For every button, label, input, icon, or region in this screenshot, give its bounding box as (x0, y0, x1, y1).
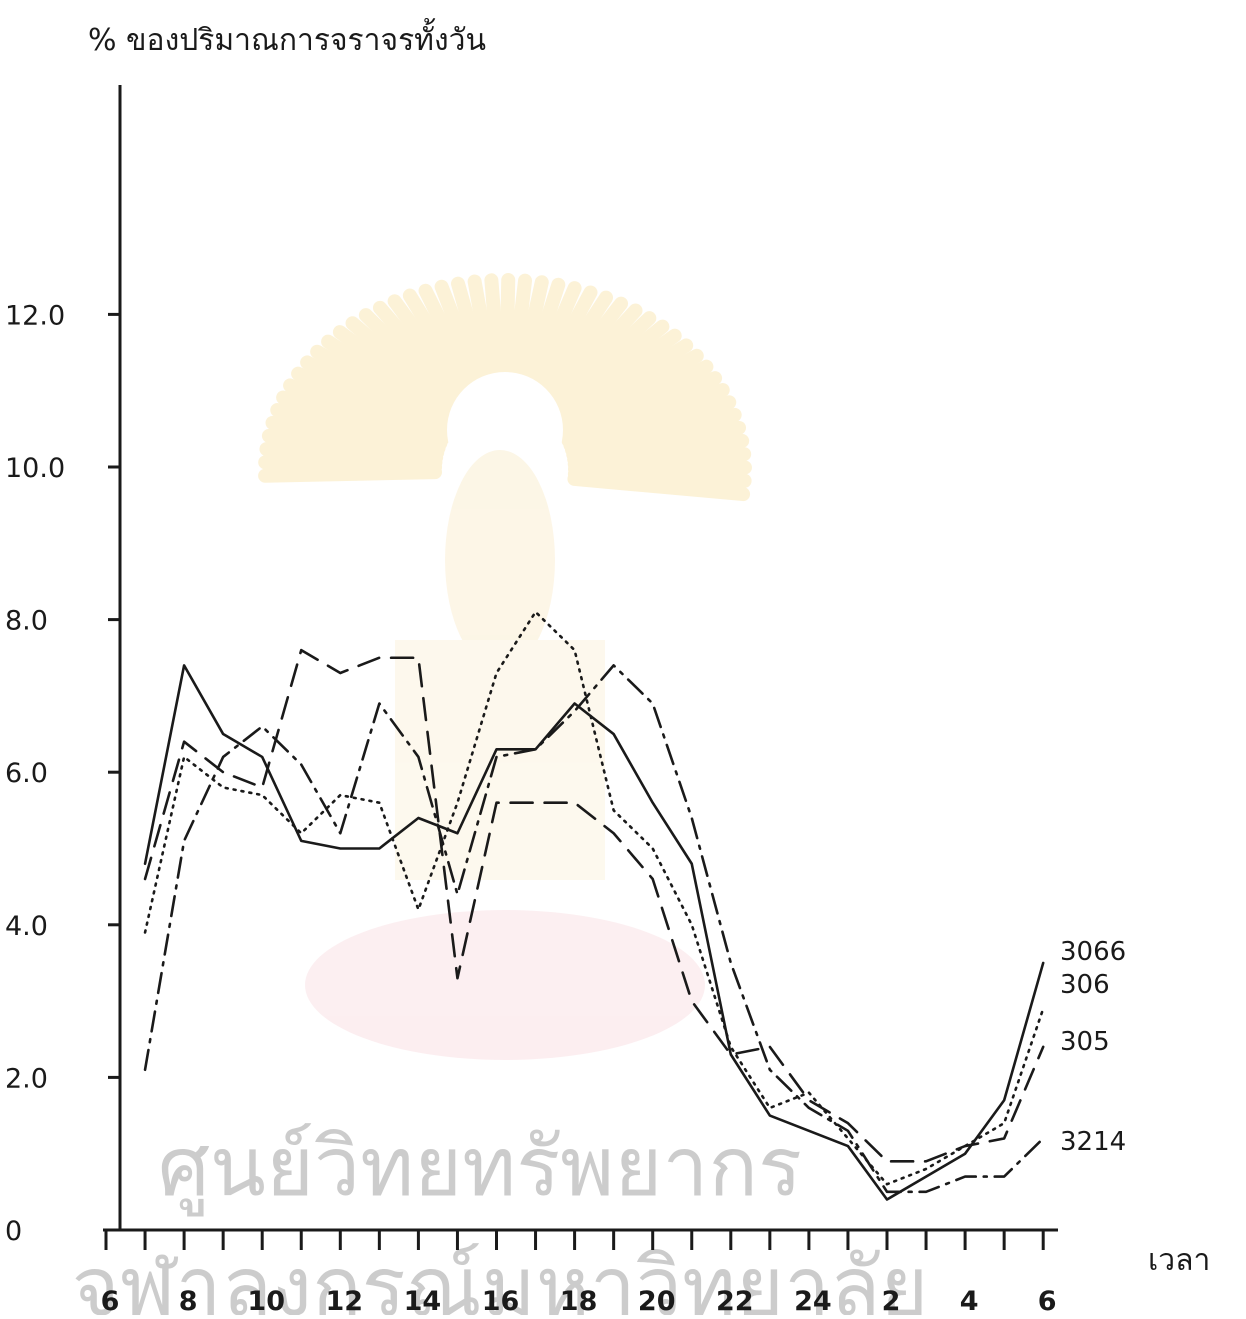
emblem-ray (387, 294, 480, 415)
emblem-ray (402, 288, 485, 413)
y-tick-label: 4.0 (5, 911, 48, 942)
x-tick-label: 8 (179, 1286, 198, 1315)
y-tick-label: 12.0 (5, 300, 65, 331)
emblem-ray (518, 281, 582, 411)
emblem-ray (276, 390, 448, 451)
emblem-ray (543, 319, 670, 425)
watermark-line-2: จุฬาลงกรณ์มหาวิทยาลัย (72, 1240, 929, 1315)
y-tick-label: 10.0 (5, 453, 65, 484)
x-tick-label: 6 (101, 1286, 120, 1315)
x-tick-label: 12 (326, 1286, 364, 1315)
emblem-ray (418, 283, 489, 411)
emblem-ray (503, 273, 533, 408)
emblem-ray (556, 359, 714, 439)
emblem-ray (372, 300, 476, 418)
emblem-ray (283, 378, 450, 446)
emblem-ray (567, 433, 750, 467)
x-tick-label: 2 (882, 1286, 901, 1315)
emblem-ray (522, 285, 598, 412)
emblem-ray (434, 279, 494, 410)
emblem-ray (310, 344, 458, 434)
emblem-ray (358, 308, 472, 420)
emblem-ray (567, 447, 752, 472)
emblem-ray (300, 355, 455, 438)
x-tick-label: 10 (247, 1286, 285, 1315)
emblem-ray (531, 296, 629, 416)
x-tick-label: 20 (638, 1286, 676, 1315)
emblem-ray (567, 460, 752, 477)
emblem-ray (332, 325, 464, 427)
emblem-ray (547, 328, 682, 428)
emblem-ray (258, 465, 443, 483)
emblem-pedestal (395, 640, 605, 880)
emblem-ray (550, 338, 694, 432)
x-tick-label: 22 (716, 1286, 754, 1315)
emblem-ray (527, 290, 614, 414)
emblem-crown (445, 450, 555, 670)
x-tick-label: 18 (560, 1286, 598, 1315)
emblem-ray (467, 274, 504, 408)
emblem-ray (484, 273, 509, 408)
emblem-ray (498, 273, 516, 408)
y-axis-tick-labels: 0 2.0 4.0 6.0 8.0 10.0 12.0 (5, 300, 65, 1247)
y-tick-label: 6.0 (5, 758, 48, 789)
series-line-305 (143, 648, 1045, 1163)
emblem-ray (567, 466, 752, 488)
x-tick-label: 16 (482, 1286, 520, 1315)
series-lines (143, 610, 1045, 1201)
emblem-ray (559, 371, 723, 444)
y-axis-ticks (108, 312, 120, 1079)
emblem-ray (265, 415, 445, 460)
university-emblem-watermark: ศูนย์วิทยทรัพยากร จุฬาลงกรณ์มหาวิทยาลัย (72, 273, 929, 1319)
x-axis-title: เวลา (1148, 1243, 1210, 1278)
emblem-ray (540, 311, 657, 422)
emblem-ray (291, 366, 452, 442)
emblem-ray (321, 334, 461, 430)
x-tick-label: 4 (960, 1286, 979, 1315)
x-axis-tick-labels: 6 8 10 12 14 16 18 20 22 24 2 4 6 (101, 1286, 1057, 1317)
emblem-ray (566, 420, 747, 462)
series-line-306 (143, 610, 1045, 1186)
emblem-ray (508, 275, 549, 408)
x-tick-label: 6 (1038, 1286, 1057, 1315)
emblem-ray (345, 316, 468, 423)
x-tick-label: 24 (794, 1286, 832, 1315)
y-tick-label: 8.0 (5, 606, 48, 637)
emblem-ray (261, 428, 444, 465)
series-line-3214 (143, 664, 1045, 1194)
y-tick-label: 2.0 (5, 1063, 48, 1094)
emblem-ray (258, 455, 443, 475)
x-tick-label: 14 (404, 1286, 442, 1315)
series-label-3214: 3214 (1060, 1127, 1126, 1157)
series-label-306: 306 (1060, 970, 1110, 1000)
emblem-sunburst (258, 273, 752, 502)
emblem-ray (536, 303, 643, 419)
emblem-ray (567, 471, 751, 502)
x-axis-ticks (104, 1230, 1045, 1250)
y-tick-label: 0 (5, 1216, 22, 1247)
chart-title: % ของปริมาณการจราจรทั้งวัน (88, 18, 486, 58)
emblem-ray (513, 277, 566, 409)
emblem-ray (451, 276, 499, 409)
series-label-3066: 3066 (1060, 937, 1126, 967)
emblem-ray (561, 383, 730, 448)
emblem-ray (564, 407, 742, 457)
emblem-base (305, 910, 705, 1060)
emblem-ray (553, 348, 704, 435)
emblem-ray (259, 442, 443, 470)
emblem-ray (270, 403, 446, 455)
watermark-line-1: ศูนย์วิทยทรัพยากร (158, 1120, 802, 1216)
emblem-ray (563, 395, 737, 453)
series-label-305: 305 (1060, 1027, 1110, 1057)
